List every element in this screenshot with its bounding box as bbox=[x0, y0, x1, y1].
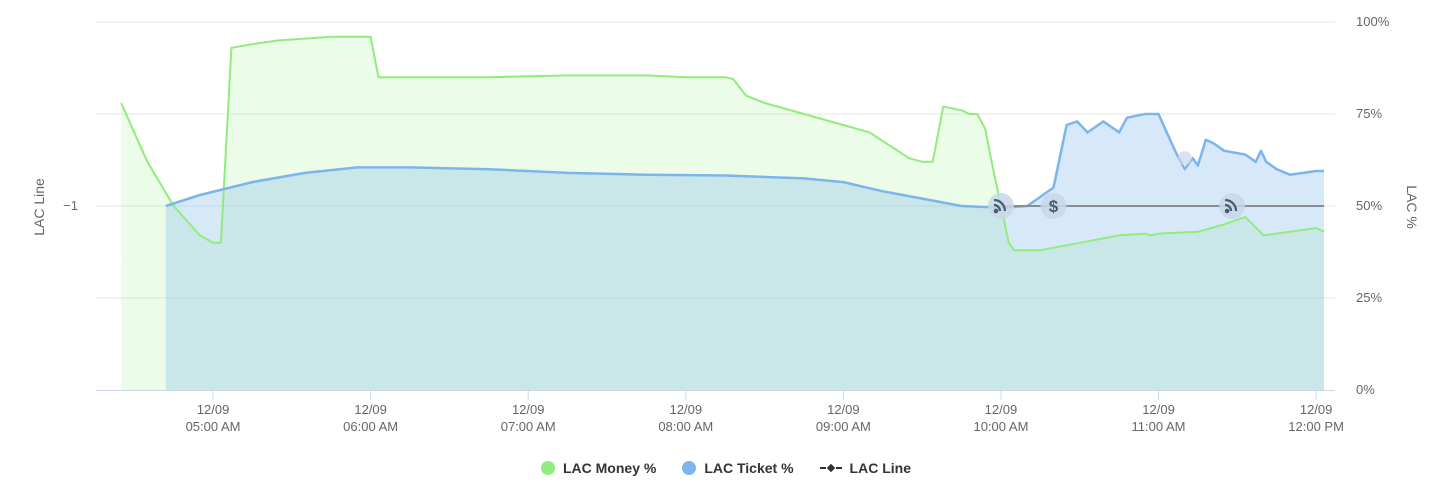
legend: LAC Money % LAC Ticket % LAC Line bbox=[0, 460, 1452, 476]
rss-icon[interactable] bbox=[987, 193, 1014, 219]
rss-icon[interactable] bbox=[1219, 193, 1246, 219]
x-tick-label-2: 12/09 07:00 AM bbox=[501, 402, 556, 434]
svg-text:$: $ bbox=[1049, 197, 1059, 216]
legend-money-swatch bbox=[540, 461, 555, 475]
x-tick-label-4: 12/09 09:00 AM bbox=[816, 402, 871, 434]
legend-item-ticket[interactable]: LAC Ticket % bbox=[682, 460, 794, 476]
chart-svg: $ 12/09 05:00 AM 12/09 06:00 AM 12/09 07:00 A… bbox=[31, 14, 1420, 434]
x-tick-label-6: 12/09 11:00 AM bbox=[1132, 402, 1186, 434]
y-left-tick-label-0: −1 bbox=[63, 198, 78, 213]
plot-areas bbox=[121, 36, 1325, 390]
x-tick-label-1: 12/09 06:00 AM bbox=[343, 402, 398, 434]
x-tick-label-0: 12/09 05:00 AM bbox=[186, 402, 241, 434]
legend-line-swatch bbox=[819, 461, 842, 475]
legend-money-label: LAC Money % bbox=[562, 460, 657, 476]
legend-item-line[interactable]: LAC Line bbox=[819, 460, 911, 476]
y-right-tick-label-100: 100% bbox=[1356, 14, 1390, 29]
area-money bbox=[121, 36, 1325, 390]
legend-line-label: LAC Line bbox=[849, 460, 911, 476]
faint-dot-icon[interactable] bbox=[1177, 151, 1192, 166]
x-tick-label-7: 12/09 12:00 PM bbox=[1288, 402, 1344, 434]
legend-ticket-swatch bbox=[682, 461, 697, 475]
series-line-ticket[interactable] bbox=[165, 112, 1324, 210]
area-ticket bbox=[165, 114, 1325, 390]
dollar-icon[interactable]: $ bbox=[1040, 193, 1067, 219]
event-markers: $ bbox=[987, 151, 1246, 219]
y-right-tick-label-25: 25% bbox=[1356, 290, 1382, 305]
y-left-axis-title: LAC Line bbox=[31, 178, 47, 236]
y-right-tick-label-75: 75% bbox=[1356, 106, 1382, 121]
legend-ticket-label: LAC Ticket % bbox=[704, 460, 794, 476]
y-right-tick-label-0: 0% bbox=[1356, 382, 1375, 397]
y-right-tick-label-50: 50% bbox=[1356, 198, 1382, 213]
axes: 12/09 05:00 AM 12/09 06:00 AM 12/09 07:00 AM 1… bbox=[31, 14, 1420, 434]
x-tick-label-5: 12/09 10:00 AM bbox=[973, 402, 1028, 434]
legend-item-money[interactable]: LAC Money % bbox=[540, 460, 657, 476]
y-right-axis-title: LAC % bbox=[1404, 185, 1420, 229]
x-tick-label-3: 12/09 08:00 AM bbox=[658, 402, 713, 434]
series-line-money[interactable] bbox=[120, 35, 1325, 252]
